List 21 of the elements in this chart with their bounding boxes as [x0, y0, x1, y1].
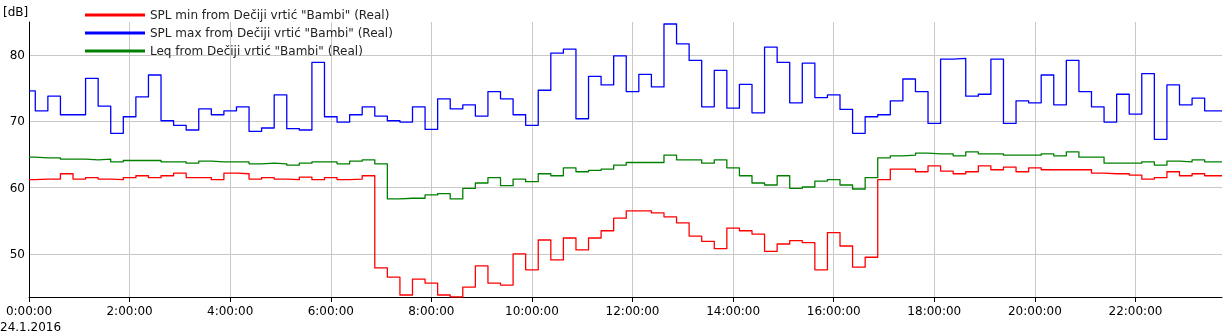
y-tick-label: 70	[9, 114, 25, 129]
text: 24.1.2016	[0, 320, 62, 334]
legend-label: SPL max from Dečiji vrtić "Bambi" (Real)	[150, 26, 393, 40]
y-tick-label: 50	[9, 246, 25, 261]
y-tick-label: 60	[9, 180, 25, 195]
x-tick-label: 10:00:00	[505, 304, 559, 318]
x-tick-label: 22:00:00	[1108, 304, 1163, 318]
x-tick-label: 16:00:00	[806, 304, 861, 318]
x-tick-label: 2:00:00	[106, 304, 153, 318]
x-tick-label: 4:00:00	[207, 304, 254, 318]
x-tick-label: 18:00:00	[907, 304, 962, 318]
legend-label: SPL min from Dečiji vrtić "Bambi" (Real)	[150, 8, 390, 22]
x-tick-label: 8:00:00	[408, 304, 455, 318]
y-tick-label: 80	[9, 48, 25, 63]
y-axis-title: [dB]	[3, 5, 29, 19]
legend-label: Leq from Dečiji vrtić "Bambi" (Real)	[150, 44, 363, 58]
x-tick-label: 14:00:00	[706, 304, 761, 318]
x-tick-label: 12:00:00	[605, 304, 660, 318]
x-tick-label: 20:00:00	[1007, 304, 1062, 318]
x-tick-label: 6:00:00	[307, 304, 354, 318]
x-tick-label: 0:00:00	[5, 304, 53, 318]
